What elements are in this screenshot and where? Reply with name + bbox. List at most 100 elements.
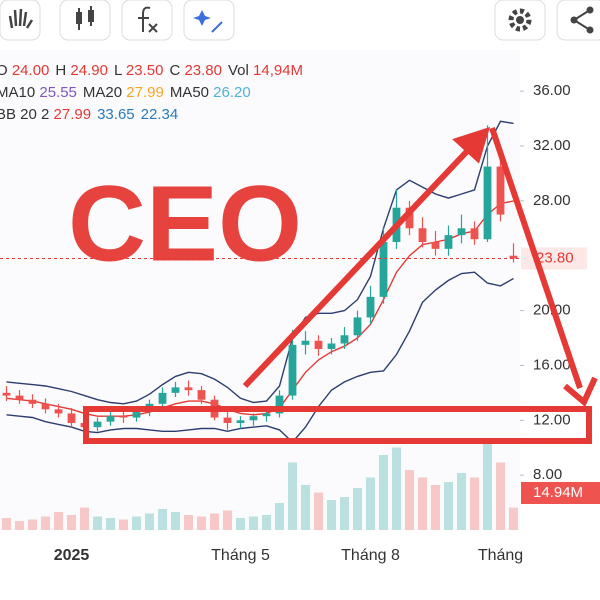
candle-body bbox=[496, 166, 505, 215]
volume-bar bbox=[157, 509, 168, 530]
volume-bar bbox=[1, 518, 12, 530]
volume-bar bbox=[300, 485, 311, 530]
indicator-button[interactable] bbox=[121, 0, 173, 41]
candle-body bbox=[132, 412, 141, 418]
y-tick-label: 8.00 bbox=[533, 466, 562, 483]
volume-bar bbox=[105, 518, 116, 530]
volume-bar bbox=[131, 516, 142, 530]
plot-area bbox=[0, 50, 520, 530]
volume-bar bbox=[430, 485, 441, 530]
volume-bar bbox=[183, 515, 194, 530]
share-button[interactable] bbox=[556, 0, 600, 41]
volume-bar bbox=[313, 492, 324, 530]
candle-body bbox=[470, 228, 479, 240]
legend-label: H bbox=[55, 62, 71, 79]
arrow bbox=[489, 127, 583, 389]
volume-bar bbox=[248, 516, 259, 530]
legend-value: 27.99 bbox=[126, 84, 164, 101]
candle-body bbox=[171, 387, 180, 393]
volume-label: 14.94M bbox=[533, 484, 583, 501]
volume-bar bbox=[14, 521, 25, 530]
volume-bar bbox=[27, 519, 38, 530]
candle-body bbox=[197, 390, 206, 400]
volume-bar bbox=[53, 512, 64, 530]
candle-body bbox=[184, 387, 193, 391]
legend-label: MA50 bbox=[169, 84, 214, 101]
volume-bar bbox=[365, 477, 376, 530]
candle-body bbox=[67, 413, 76, 424]
candle-body bbox=[340, 335, 349, 344]
hand-icon bbox=[8, 8, 34, 29]
x-tick-label: Tháng 8 bbox=[341, 547, 400, 564]
x-tick-label: Tháng 5 bbox=[211, 547, 270, 564]
volume-bar bbox=[92, 516, 103, 530]
volume-bar bbox=[508, 507, 519, 530]
candle-body bbox=[106, 416, 115, 422]
annotation-text: CEO bbox=[68, 163, 302, 284]
candle-body bbox=[353, 317, 362, 336]
candle-body bbox=[119, 416, 128, 418]
volume-bar bbox=[326, 500, 337, 530]
volume-bar bbox=[209, 513, 220, 530]
candle-body bbox=[405, 207, 414, 229]
legend-value: 24.00 bbox=[11, 62, 50, 79]
candle-body bbox=[418, 228, 427, 242]
legend-label: MA20 bbox=[82, 84, 127, 101]
volume-bar bbox=[469, 477, 480, 530]
volume-bar bbox=[144, 513, 155, 530]
arrowhead bbox=[452, 126, 491, 164]
arrow bbox=[242, 143, 475, 389]
legend-label: MA10 bbox=[0, 84, 40, 101]
legend-value: 22.34 bbox=[140, 106, 179, 123]
volume-bar bbox=[170, 512, 181, 530]
y-tick-label: 12.00 bbox=[533, 411, 571, 428]
x-tick-label: 2025 bbox=[54, 547, 90, 564]
annotations: CEO bbox=[68, 126, 598, 444]
volume-box bbox=[521, 482, 600, 504]
candle-body bbox=[301, 340, 310, 345]
volume-bar bbox=[118, 519, 129, 530]
legend-value: 33.65 bbox=[97, 106, 135, 123]
y-tick-label: 28.00 bbox=[533, 192, 571, 209]
candle-body bbox=[236, 420, 245, 424]
volume-bar bbox=[417, 477, 428, 530]
gear-icon bbox=[508, 8, 532, 32]
candle-body bbox=[54, 409, 63, 414]
volume-bar bbox=[274, 503, 285, 530]
legend-value: 23.50 bbox=[125, 62, 164, 79]
candle-icon bbox=[88, 10, 94, 22]
volume-bar bbox=[287, 462, 298, 530]
arrowhead bbox=[563, 376, 598, 407]
x-tick-label: Tháng bbox=[478, 547, 523, 564]
legend-value: 25.55 bbox=[39, 84, 77, 101]
volume-bar bbox=[79, 507, 90, 530]
gear-icon bbox=[516, 16, 524, 24]
candle-body bbox=[262, 413, 271, 417]
y-tick-label: 16.00 bbox=[533, 356, 571, 373]
candle-body bbox=[93, 421, 102, 428]
draw-button[interactable] bbox=[183, 0, 235, 41]
legend-value: 23.80 bbox=[184, 62, 222, 79]
candle-body bbox=[314, 340, 323, 349]
candle-body bbox=[457, 228, 466, 236]
candle-body bbox=[28, 399, 37, 404]
volume-bar bbox=[66, 515, 77, 530]
legend-label: O bbox=[0, 62, 8, 79]
legend-value: 26.20 bbox=[213, 84, 251, 101]
candle-body bbox=[249, 416, 258, 421]
y-tick-label: 36.00 bbox=[533, 82, 571, 99]
last-price-label: 23.80 bbox=[536, 249, 574, 266]
candle-body bbox=[223, 417, 232, 424]
candle-button[interactable] bbox=[59, 0, 111, 41]
volume-bar bbox=[443, 482, 454, 530]
share-icon bbox=[586, 26, 594, 34]
legend-value: 24.90 bbox=[70, 62, 108, 79]
candle-body bbox=[2, 392, 11, 396]
candle-body bbox=[366, 296, 375, 318]
volume-bar bbox=[456, 473, 467, 530]
legend-label: BB 20 2 bbox=[0, 106, 54, 123]
legend-row: MA10 25.55 MA20 27.99 MA50 26.20 bbox=[0, 82, 309, 104]
candle-body bbox=[327, 343, 336, 349]
